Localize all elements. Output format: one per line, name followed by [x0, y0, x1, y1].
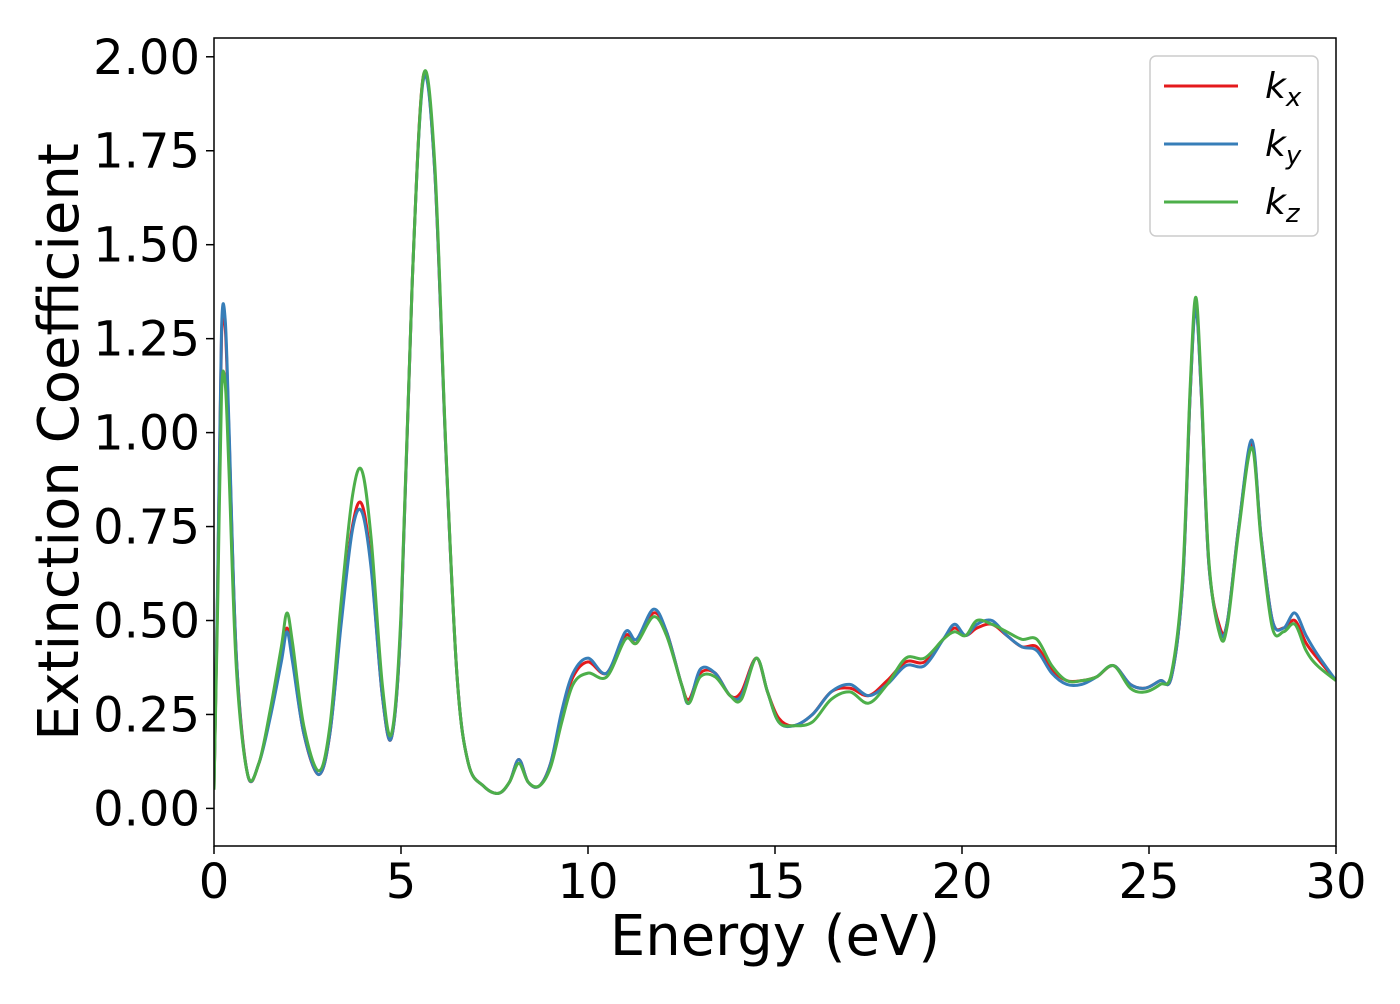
y-tick-label: 2.00 — [93, 30, 200, 86]
y-axis-ticks: 0.00 0.25 0.50 0.75 1.00 1.25 1.50 1.75 2.00 — [93, 30, 214, 837]
x-tick-label: 10 — [557, 854, 618, 910]
y-tick-label: 0.25 — [93, 687, 200, 743]
legend-box — [1149, 55, 1319, 237]
x-tick-label: 30 — [1305, 854, 1366, 910]
y-tick-label: 0.50 — [93, 594, 200, 650]
series-line-kz — [214, 69, 1336, 795]
y-axis-label: Extinction Coefficient — [27, 143, 92, 741]
x-tick-label: 0 — [199, 854, 230, 910]
series-layer — [214, 69, 1336, 795]
x-tick-label: 5 — [386, 854, 417, 910]
y-tick-label: 0.00 — [93, 781, 200, 837]
x-axis-label: Energy (eV) — [610, 904, 940, 969]
x-tick-label: 15 — [744, 854, 805, 910]
x-axis-ticks: 0 5 10 15 20 25 30 — [199, 846, 1367, 910]
y-tick-label: 1.75 — [93, 124, 200, 180]
y-tick-label: 1.25 — [93, 312, 200, 368]
y-tick-label: 1.00 — [93, 406, 200, 462]
y-tick-label: 0.75 — [93, 500, 200, 556]
x-tick-label: 20 — [931, 854, 992, 910]
x-tick-label: 25 — [1118, 854, 1179, 910]
y-tick-label: 1.50 — [93, 218, 200, 274]
